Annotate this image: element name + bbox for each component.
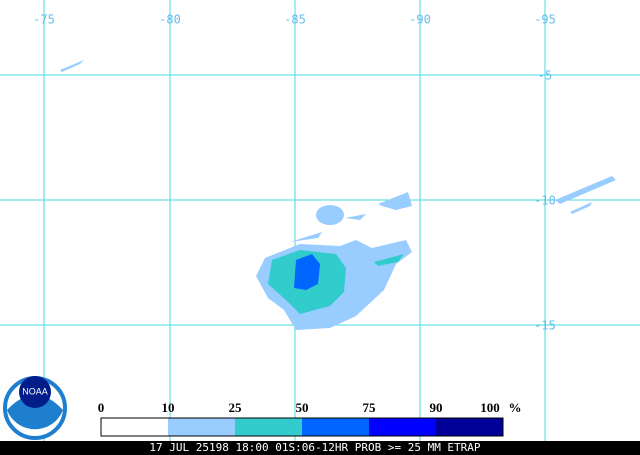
legend-label: 0 [98,400,105,415]
grid [0,0,640,441]
legend-swatch [369,418,436,436]
precip-area [316,205,344,225]
logo: NOAA [3,376,67,440]
legend-swatch [302,418,369,436]
lon-label: -90 [409,13,431,27]
precip-area [60,60,84,72]
footer-text: 17 JUL 25198 18:00 01S:06-12HR PROB >= 2… [149,441,481,454]
footer-bar [0,441,640,455]
legend-label: 75 [363,400,377,415]
precip-area [294,254,320,290]
legend-swatch [436,418,503,436]
lat-label: -10 [534,194,556,208]
lat-label: -5 [538,69,552,83]
legend-swatch [168,418,235,436]
logo-text: NOAA [22,386,48,396]
lon-label: -80 [159,13,181,27]
legend-label: 90 [430,400,443,415]
legend-label: 50 [296,400,309,415]
logo-wave [7,395,63,430]
lat-label: -15 [534,319,556,333]
lon-label: -85 [284,13,306,27]
legend-label: 10 [162,400,175,415]
precip-field [60,60,616,330]
precip-area [555,176,616,214]
legend: % [100,400,522,437]
logo-bird [19,376,51,408]
precip-area [290,192,412,242]
legend-swatch [235,418,302,436]
legend-frame [100,417,504,437]
legend-label: 25 [229,400,243,415]
legend-swatch [101,418,168,436]
legend-label: 100 [480,400,500,415]
legend-unit: % [509,400,522,415]
lon-label: -95 [534,13,556,27]
lon-label: -75 [33,13,55,27]
